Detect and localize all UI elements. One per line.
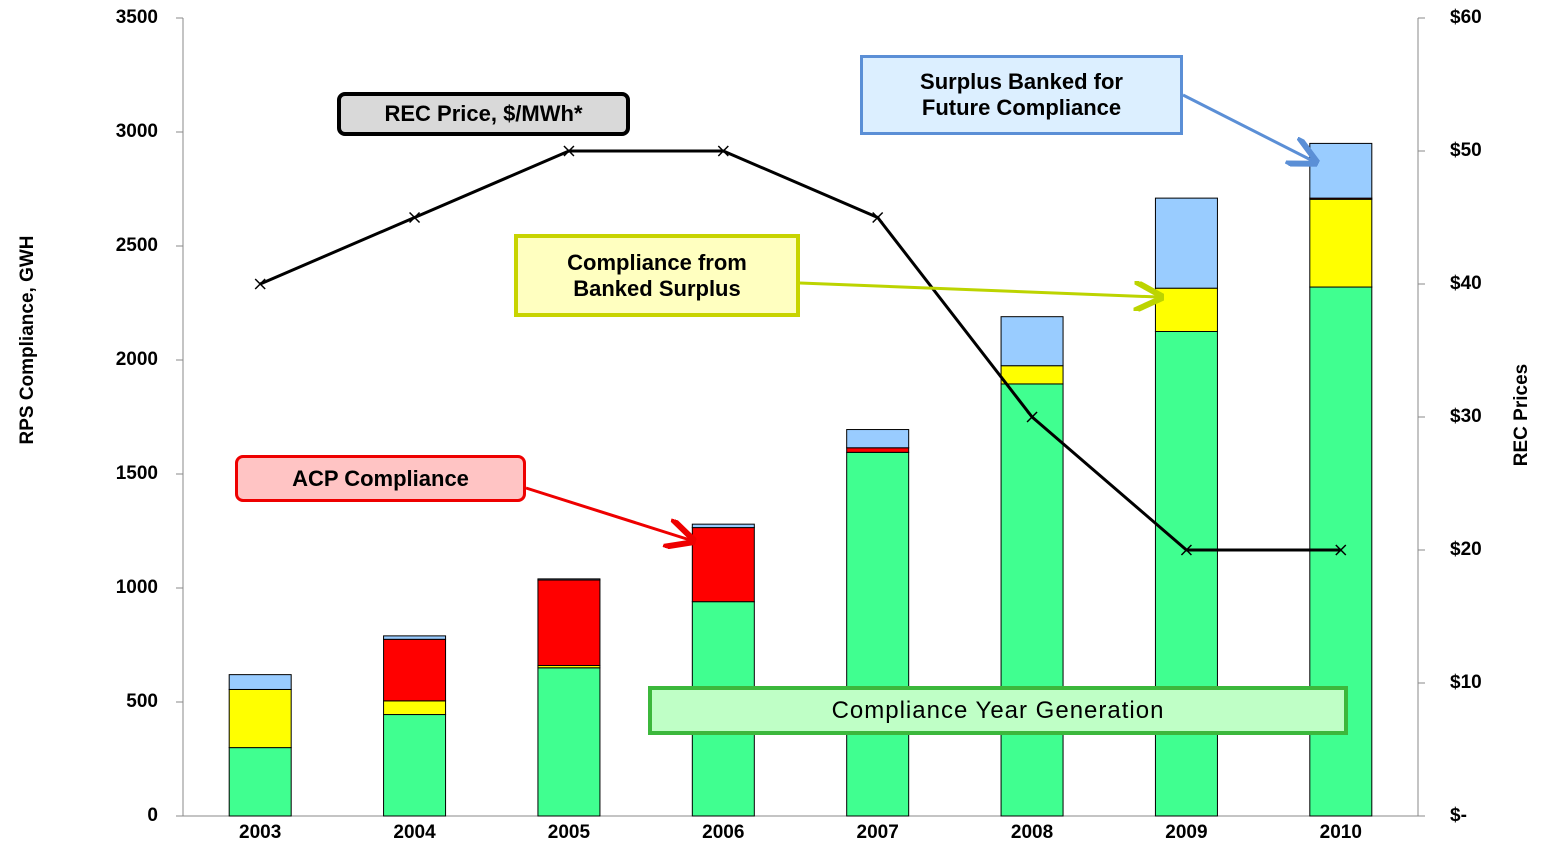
y2-tick-label: $30 <box>1450 406 1482 427</box>
bar-segment <box>383 714 447 817</box>
bar-segment <box>691 523 755 529</box>
bar-segment <box>846 429 910 449</box>
y2-tick-label: $50 <box>1450 140 1482 161</box>
bar-segment <box>383 638 447 702</box>
annotation-acp: ACP Compliance <box>235 455 526 502</box>
bar-segment <box>691 527 755 603</box>
x-tick-label: 2004 <box>393 822 436 843</box>
bar-segment <box>537 579 601 667</box>
x-tick-label: 2006 <box>702 822 744 843</box>
arrow <box>799 283 1158 297</box>
price-marker <box>1335 544 1347 556</box>
price-marker <box>563 145 575 157</box>
y2-tick-label: $10 <box>1450 672 1482 693</box>
bar-segment <box>1154 197 1218 289</box>
y2-tick-label: $60 <box>1450 7 1482 28</box>
bar-segment <box>537 667 601 817</box>
bar-segment <box>846 451 910 817</box>
price-marker <box>717 145 729 157</box>
annotation-surplus: Surplus Banked for Future Compliance <box>860 55 1183 135</box>
price-marker <box>409 211 421 224</box>
y-tick-label: 500 <box>126 691 158 712</box>
y2-tick-label: $40 <box>1450 273 1482 294</box>
y-tick-label: 3000 <box>116 121 158 142</box>
bar-segment <box>1154 287 1218 332</box>
y-tick-label: 3500 <box>116 7 158 28</box>
price-marker <box>1180 544 1192 556</box>
y-tick-label: 1500 <box>116 463 158 484</box>
bar-segment <box>1309 142 1373 199</box>
x-tick-label: 2008 <box>1011 822 1053 843</box>
bar-segment <box>228 747 292 817</box>
bar-segment <box>1154 331 1218 817</box>
bar-segment <box>1000 365 1064 385</box>
bar-segment <box>1309 198 1373 288</box>
price-marker <box>872 211 884 224</box>
bar-segment <box>1000 383 1064 817</box>
y-tick-label: 1000 <box>116 577 158 598</box>
bar-segment <box>383 700 447 716</box>
x-tick-label: 2005 <box>548 822 591 843</box>
arrow <box>1182 93 1313 161</box>
x-tick-label: 2009 <box>1165 822 1207 843</box>
y-tick-label: 0 <box>147 805 158 826</box>
y-tick-label: 2000 <box>116 349 158 370</box>
x-tick-label: 2010 <box>1320 822 1362 843</box>
bar-segment <box>228 688 292 749</box>
price-line <box>259 149 1341 552</box>
y2-tick-label: $- <box>1450 805 1467 826</box>
bar-segment <box>383 635 447 640</box>
annotation-generation: Compliance Year Generation <box>648 686 1348 735</box>
bar-segment <box>1000 316 1064 367</box>
y-axis-label: RPS Compliance, GWH <box>17 235 38 444</box>
bar-segment <box>846 447 910 453</box>
annotation-banked: Compliance from Banked Surplus <box>514 234 800 317</box>
arrow <box>525 486 690 540</box>
x-tick-label: 2003 <box>239 822 281 843</box>
y2-tick-label: $20 <box>1450 539 1482 560</box>
annotation-rec-price: REC Price, $/MWh* <box>337 92 630 136</box>
y2-axis-label: REC Prices <box>1511 364 1532 466</box>
bar-segment <box>228 674 292 690</box>
y-tick-label: 2500 <box>116 235 158 256</box>
bar-segment <box>1309 286 1373 817</box>
x-tick-label: 2007 <box>857 822 899 843</box>
bar-segment <box>537 578 601 581</box>
price-marker <box>1026 411 1038 423</box>
price-marker <box>254 278 266 290</box>
